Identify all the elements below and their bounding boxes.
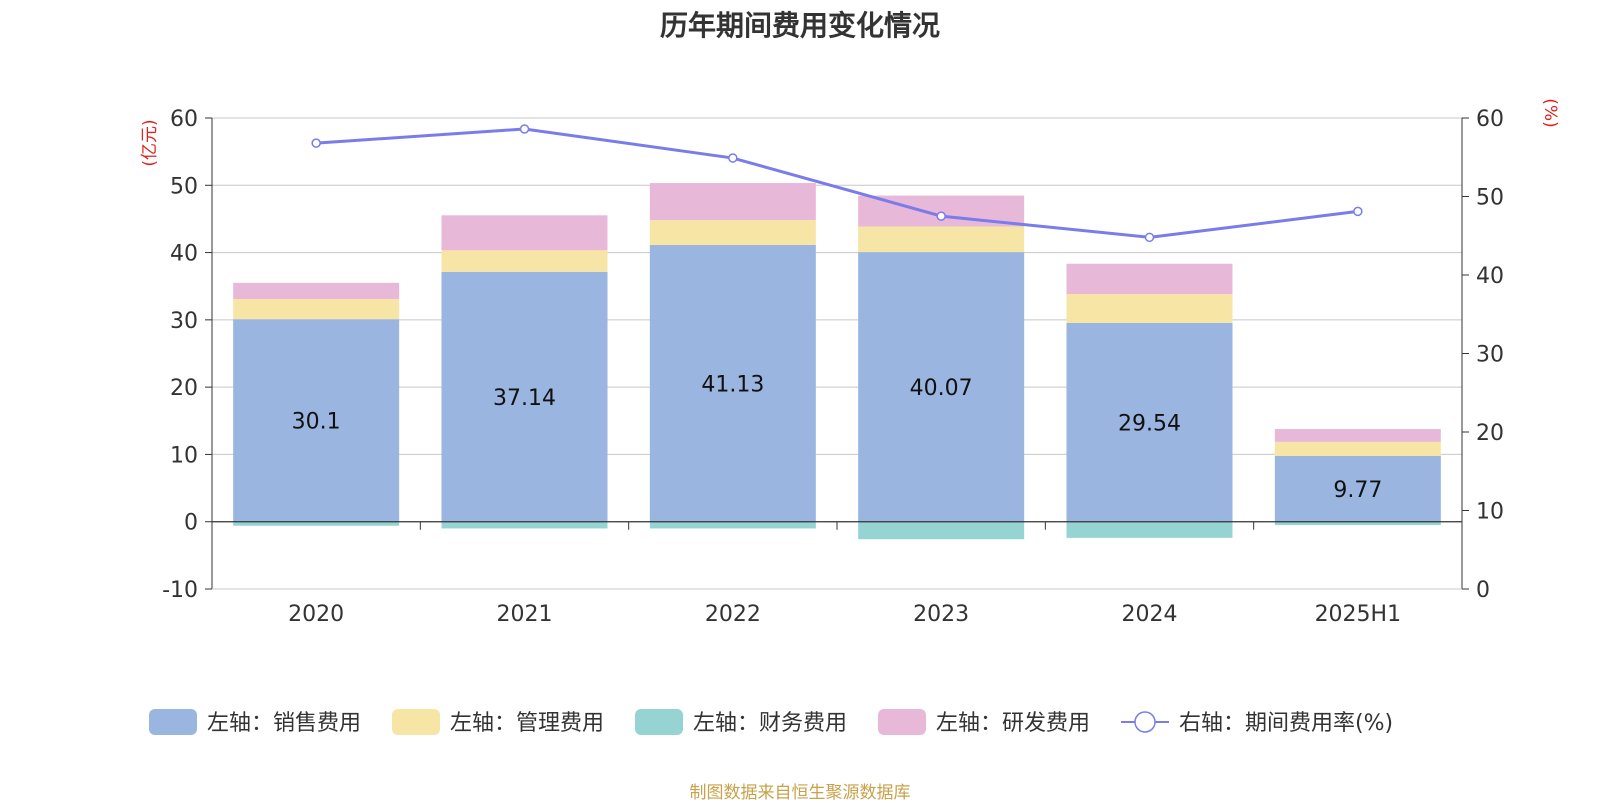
- bar-sales-2024: [1066, 322, 1233, 522]
- right-axis-tick-label: 20: [1476, 421, 1504, 446]
- right-axis-tick-label: 10: [1476, 500, 1504, 525]
- chart-title: 历年期间费用变化情况: [659, 9, 940, 42]
- right-axis-tick-label: 60: [1476, 107, 1504, 132]
- rate-point-2020: [311, 138, 321, 148]
- bar-sales-2023: [858, 252, 1025, 522]
- bar-finance-2021: [441, 521, 608, 529]
- x-axis-label: 2020: [288, 602, 344, 627]
- x-axis-label: 2021: [497, 602, 553, 627]
- bar-sales-2020: [233, 319, 400, 522]
- legend-sales-label: 左轴：销售费用: [207, 711, 361, 736]
- rate-line: [316, 127, 1359, 239]
- bar-finance-2025H1: [1274, 521, 1441, 526]
- left-axis-tick-label: 60: [170, 107, 198, 132]
- bar-data-label: 40.07: [910, 376, 973, 401]
- right-axis-tick-label: 50: [1476, 186, 1504, 211]
- x-axis-label: 2023: [913, 602, 969, 627]
- left-axis-tick-label: 30: [170, 309, 198, 334]
- bar-admin-2025H1: [1274, 441, 1441, 456]
- legend-rd-swatch: [878, 709, 926, 735]
- rate-point-2023: [936, 211, 946, 221]
- bar-rd-2022: [649, 183, 816, 221]
- left-axis-unit: (亿元): [140, 119, 160, 166]
- bar-data-label: 37.14: [493, 386, 556, 411]
- bar-admin-2020: [233, 298, 400, 320]
- data-source-note: 制图数据来自恒生聚源数据库: [689, 783, 911, 803]
- rate-point-2021: [519, 124, 530, 134]
- left-axis-tick-label: 0: [184, 511, 198, 536]
- x-axis-label: 2022: [705, 602, 761, 627]
- legend-finance-label: 左轴：财务费用: [693, 711, 847, 736]
- bar-rd-2024: [1066, 263, 1233, 295]
- legend-rd-label: 左轴：研发费用: [936, 711, 1090, 736]
- bar-admin-2022: [649, 220, 816, 245]
- bar-sales-2025H1: [1274, 455, 1441, 522]
- rate-point-2022: [728, 153, 738, 163]
- bar-finance-2020: [233, 521, 400, 526]
- bar-rd-2021: [441, 215, 608, 251]
- legend-sales-swatch: [149, 709, 197, 735]
- bar-data-label: 41.13: [701, 372, 764, 397]
- bar-data-label: 29.54: [1118, 411, 1181, 436]
- bar-rd-2020: [233, 282, 400, 299]
- left-axis-tick-label: 20: [170, 376, 198, 401]
- left-axis-tick-label: 10: [170, 443, 198, 468]
- right-axis-tick-label: 30: [1476, 343, 1504, 368]
- bar-sales-2022: [649, 244, 816, 522]
- rate-point-2025H1: [1353, 206, 1363, 217]
- bar-admin-2024: [1066, 294, 1233, 323]
- bar-admin-2021: [441, 250, 608, 272]
- x-axis-label: 2025H1: [1315, 602, 1402, 627]
- right-axis-unit: (%): [1540, 98, 1560, 127]
- legend-admin-swatch: [392, 709, 440, 735]
- bar-finance-2023: [858, 521, 1025, 540]
- bar-data-label: 9.77: [1333, 478, 1382, 503]
- bar-sales-2021: [441, 271, 608, 522]
- legend-admin-label: 左轴：管理费用: [450, 711, 604, 736]
- left-axis-tick-label: 40: [170, 242, 198, 267]
- x-axis-label: 2024: [1122, 602, 1178, 627]
- right-axis-tick-label: 40: [1476, 264, 1504, 289]
- legend-rate-marker-icon: [1134, 711, 1156, 733]
- legend-finance-swatch: [635, 709, 683, 735]
- left-axis-tick-label: -10: [162, 578, 198, 603]
- bar-rd-2025H1: [1274, 429, 1441, 442]
- legend-rate-label: 右轴：期间费用率(%): [1179, 711, 1393, 736]
- bar-finance-2022: [649, 521, 816, 529]
- rate-point-2024: [1144, 232, 1155, 243]
- right-axis-tick-label: 0: [1476, 578, 1490, 603]
- bar-data-label: 30.1: [292, 409, 341, 434]
- bar-admin-2023: [858, 226, 1025, 253]
- left-axis-tick-label: 50: [170, 174, 198, 199]
- bar-finance-2024: [1066, 521, 1233, 538]
